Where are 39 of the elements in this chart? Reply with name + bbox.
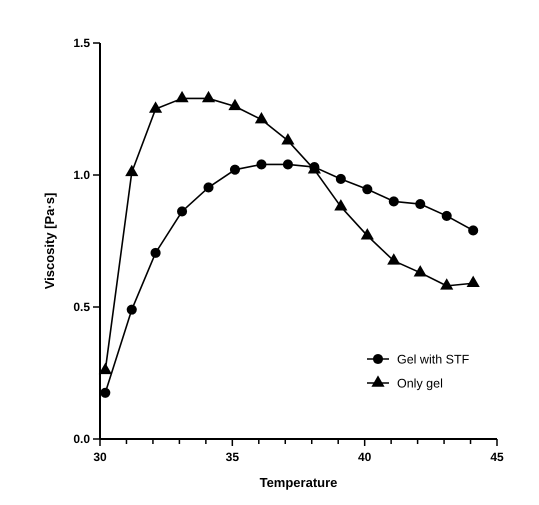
point [202, 90, 216, 102]
x-tick-label: 30 [93, 450, 107, 464]
point [360, 228, 374, 240]
legend-label: Gel with STF [397, 352, 470, 366]
point [336, 174, 346, 184]
point [228, 98, 242, 110]
point [466, 276, 480, 288]
point [387, 253, 400, 265]
point [256, 159, 266, 170]
y-tick-label: 1.0 [73, 168, 90, 182]
point [415, 199, 426, 210]
y-tick-label: 0.5 [73, 300, 90, 314]
x-tick-label: 45 [490, 450, 504, 464]
point [440, 278, 454, 290]
point [362, 184, 372, 194]
point [126, 304, 137, 315]
point [100, 388, 110, 398]
y-axis-title: Viscosity [Pa·s] [42, 192, 57, 290]
legend-label: Only gel [397, 376, 443, 390]
point [468, 225, 478, 236]
point [150, 248, 161, 258]
point [254, 112, 268, 124]
point [442, 210, 452, 221]
point [125, 164, 138, 176]
point [388, 196, 399, 206]
point [175, 90, 189, 102]
point [203, 182, 214, 192]
x-axis-title: Temperature [260, 475, 338, 490]
point [230, 164, 240, 175]
point [281, 133, 294, 144]
point [282, 159, 293, 170]
y-tick-label: 1.5 [73, 36, 90, 50]
x-tick-label: 35 [226, 450, 240, 464]
point [334, 199, 348, 210]
y-tick-label: 0.0 [73, 432, 90, 446]
point [177, 206, 188, 216]
point [149, 101, 162, 113]
point [414, 265, 427, 276]
x-tick-label: 40 [358, 450, 372, 464]
